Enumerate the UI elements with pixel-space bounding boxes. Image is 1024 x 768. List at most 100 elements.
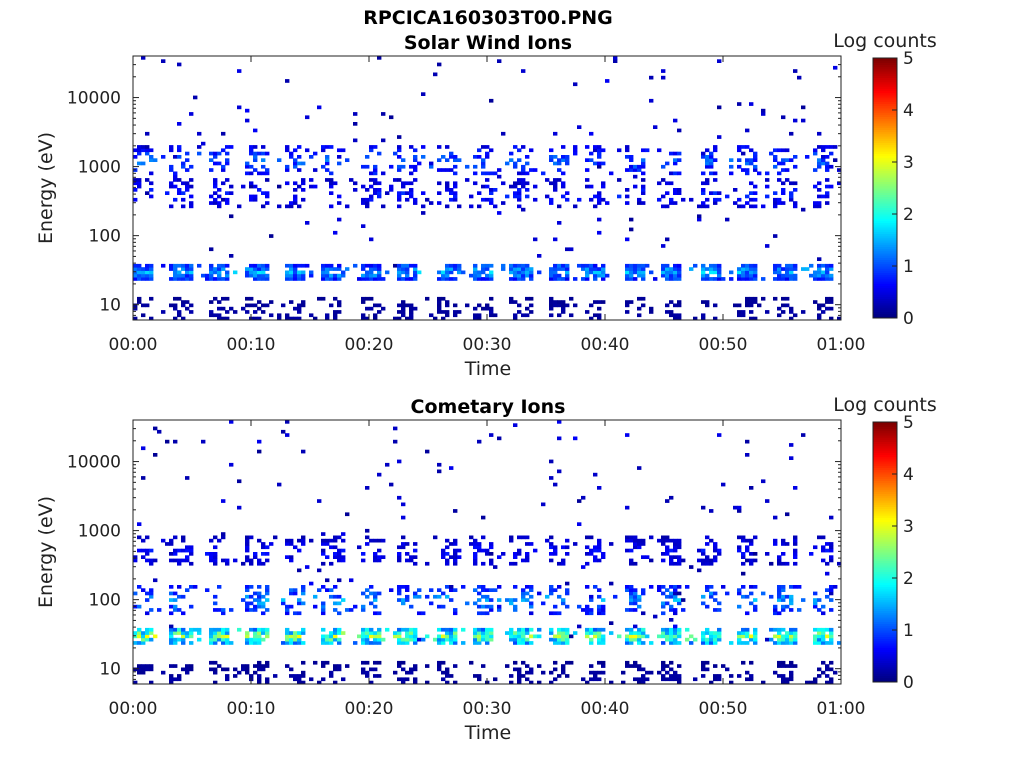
spectrogram-cell — [249, 535, 254, 540]
spectrogram-cell — [829, 545, 834, 550]
spectrogram-cell — [257, 263, 262, 268]
spectrogram-cell — [205, 277, 210, 281]
spectrogram-cell — [641, 296, 646, 301]
spectrogram-cell — [793, 664, 798, 668]
spectrogram-cell — [569, 296, 574, 301]
spectrogram-cell — [313, 660, 318, 665]
colorbar-segment — [873, 131, 897, 135]
spectrogram-cell — [749, 486, 754, 490]
spectrogram-cell — [449, 641, 454, 645]
spectrogram-cell — [597, 316, 602, 321]
colorbar-segment — [873, 534, 897, 538]
spectrogram-cell — [777, 598, 782, 602]
spectrogram-cell — [425, 680, 430, 685]
spectrogram-cell — [741, 277, 746, 281]
spectrogram-cell — [677, 171, 682, 176]
spectrogram-cell — [489, 201, 494, 205]
spectrogram-cell — [189, 561, 194, 566]
spectrogram-cell — [169, 164, 174, 169]
colorbar-segment — [873, 588, 897, 592]
spectrogram-cell — [673, 548, 678, 553]
spectrogram-cell — [445, 667, 450, 672]
spectrogram-cell — [793, 181, 798, 186]
colorbar-segment — [873, 582, 897, 585]
spectrogram-cell — [473, 316, 478, 321]
spectrogram-cell — [261, 191, 266, 195]
spectrogram-cell — [709, 263, 714, 268]
spectrogram-cell — [633, 263, 638, 268]
spectrogram-cell — [261, 273, 266, 278]
spectrogram-cell — [485, 552, 490, 556]
spectrogram-cell — [409, 667, 414, 672]
spectrogram-cell — [565, 545, 570, 550]
spectrogram-cell — [637, 664, 642, 668]
spectrogram-cell — [789, 641, 794, 645]
spectrogram-cell — [785, 664, 790, 668]
spectrogram-cell — [565, 660, 570, 665]
spectrogram-cell — [513, 161, 518, 166]
spectrogram-cell — [249, 608, 254, 612]
spectrogram-cell — [305, 565, 310, 569]
spectrogram-cell — [257, 594, 262, 599]
colorbar-segment — [873, 484, 897, 488]
spectrogram-cell — [625, 588, 630, 592]
spectrogram-cell — [445, 168, 450, 172]
spectrogram-cell — [749, 277, 754, 281]
spectrogram-cell — [477, 313, 482, 318]
spectrogram-cell — [369, 585, 374, 589]
spectrogram-cell — [325, 588, 330, 592]
spectrogram-cell — [173, 548, 178, 553]
spectrogram-cell — [749, 267, 754, 271]
spectrogram-cell — [677, 128, 682, 133]
spectrogram-cell — [301, 181, 306, 186]
spectrogram-cell — [473, 631, 478, 635]
spectrogram-cell — [745, 558, 750, 563]
spectrogram-cell — [793, 631, 798, 635]
spectrogram-cell — [749, 591, 754, 596]
spectrogram-cell — [293, 641, 298, 645]
spectrogram-cell — [337, 201, 342, 205]
spectrogram-cell — [145, 637, 150, 642]
spectrogram-cell — [289, 155, 294, 159]
spectrogram-cell — [361, 634, 366, 639]
colorbar-segment — [873, 84, 897, 87]
colorbar-segment — [873, 491, 897, 494]
spectrogram-cell — [781, 677, 786, 682]
colorbar-segment — [873, 313, 897, 317]
spectrogram-cell — [245, 664, 250, 668]
spectrogram-cell — [465, 164, 470, 169]
spectrogram-cell — [493, 171, 498, 176]
spectrogram-cell — [257, 270, 262, 275]
colorbar-tick-label: 5 — [903, 49, 914, 69]
spectrogram-cell — [817, 303, 822, 308]
spectrogram-cell — [517, 641, 522, 645]
spectrogram-cell — [625, 505, 630, 510]
spectrogram-cell — [789, 631, 794, 635]
spectrogram-cell — [529, 588, 534, 592]
colorbar-segment — [873, 144, 897, 148]
spectrogram-cell — [553, 273, 558, 278]
spectrogram-cell — [293, 148, 298, 153]
spectrogram-cell — [521, 634, 526, 639]
spectrogram-cell — [197, 631, 202, 635]
colorbar-segment — [873, 300, 897, 304]
spectrogram-cell — [641, 538, 646, 543]
spectrogram-cell — [781, 680, 786, 685]
spectrogram-cell — [397, 303, 402, 308]
spectrogram-cell — [777, 641, 782, 645]
spectrogram-cell — [829, 267, 834, 271]
spectrogram-cell — [249, 561, 254, 566]
spectrogram-cell — [469, 273, 474, 278]
spectrogram-cell — [325, 277, 330, 281]
spectrogram-cell — [257, 680, 262, 685]
spectrogram-cell — [509, 267, 514, 271]
spectrogram-cell — [209, 277, 214, 281]
spectrogram-cell — [641, 263, 646, 268]
spectrogram-cell — [649, 98, 654, 103]
spectrogram-cell — [809, 552, 814, 556]
spectrogram-cell — [329, 273, 334, 278]
spectrogram-cell — [561, 667, 566, 672]
spectrogram-cell — [505, 664, 510, 668]
spectrogram-cell — [517, 303, 522, 308]
spectrogram-cell — [773, 277, 778, 281]
